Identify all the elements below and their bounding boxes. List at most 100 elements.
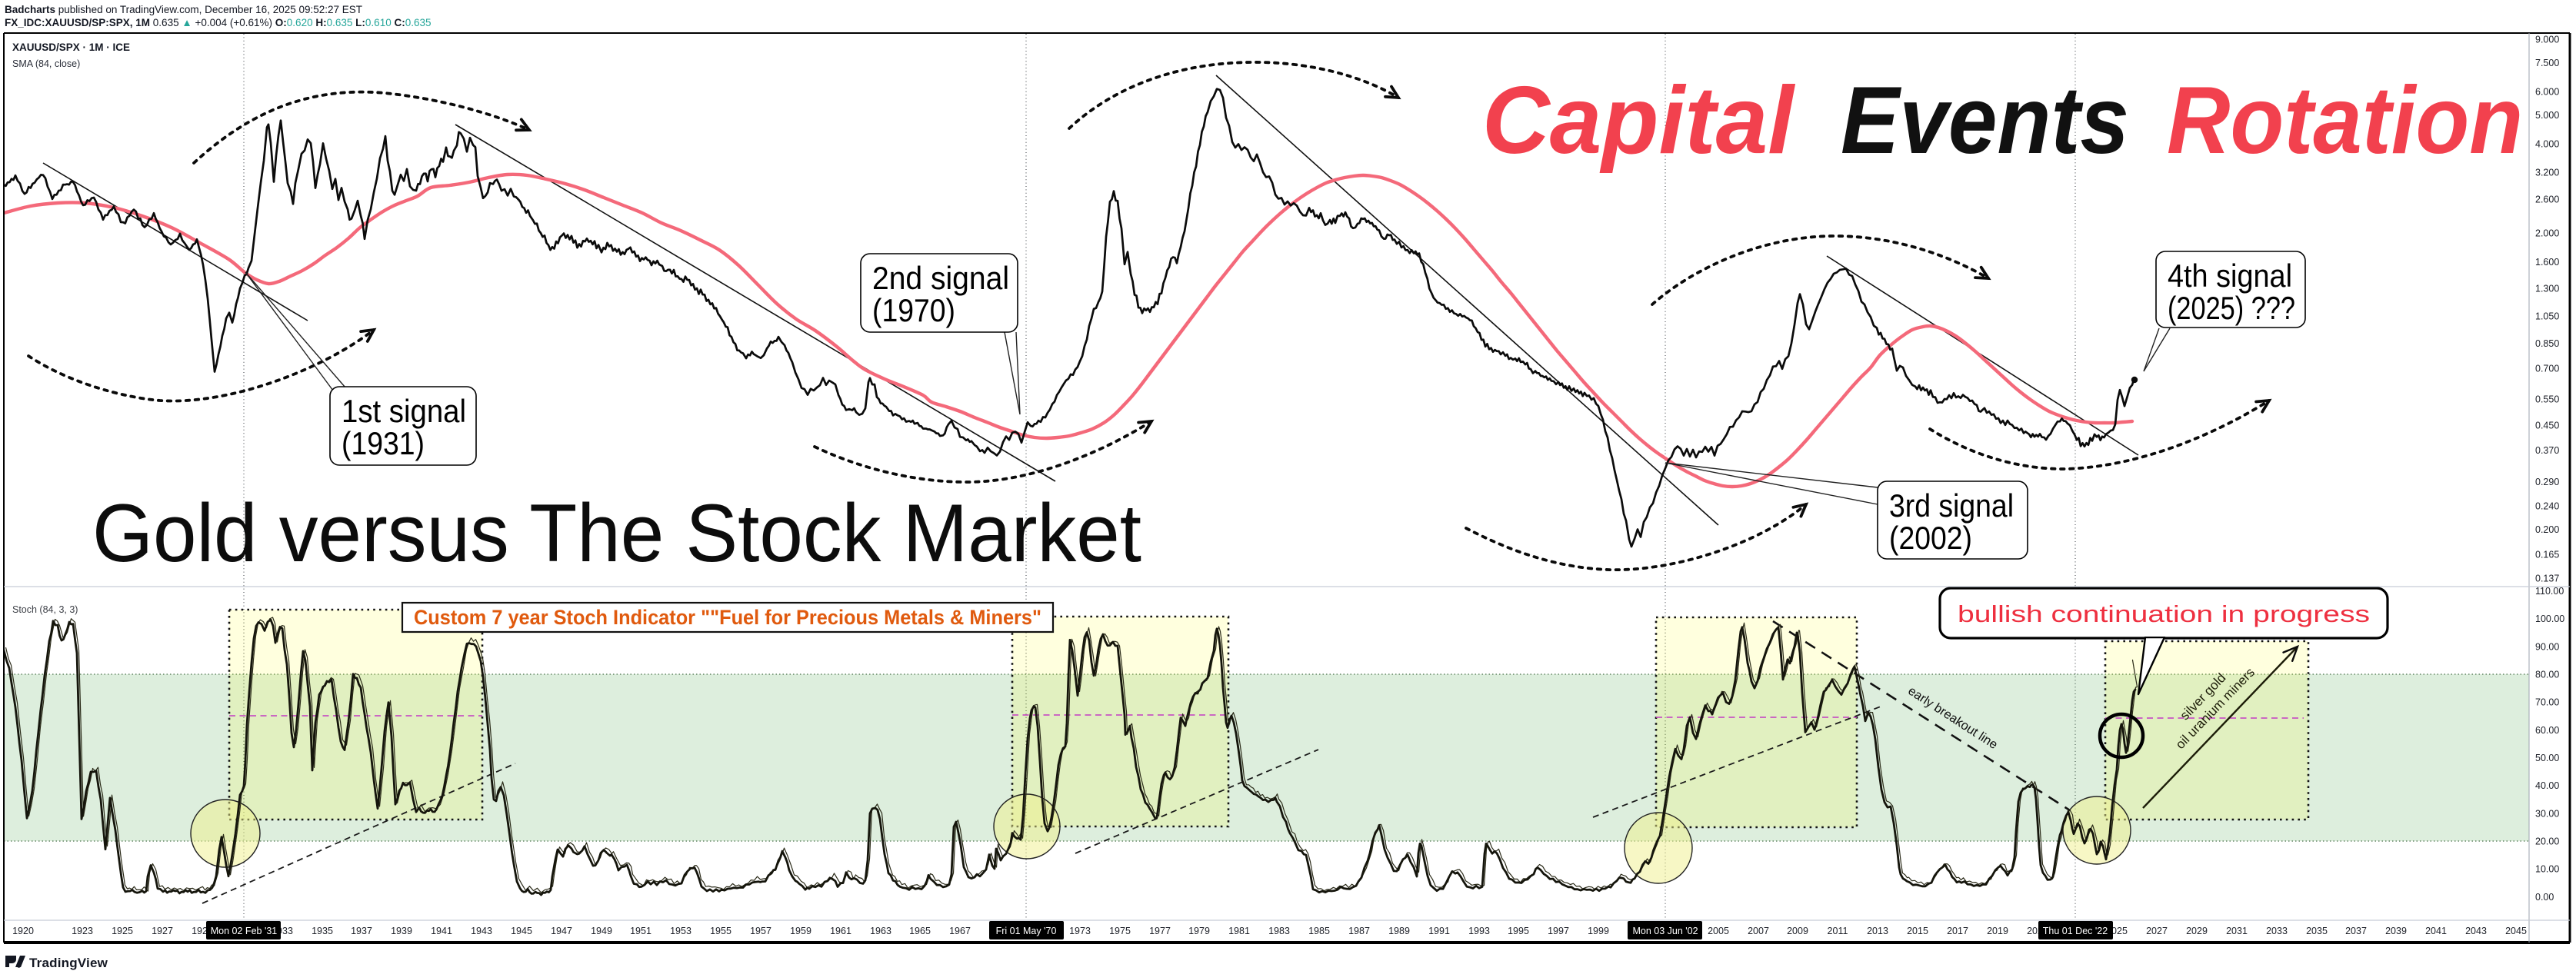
svg-text:0.700: 0.700: [2535, 363, 2559, 374]
svg-text:9.000: 9.000: [2535, 35, 2559, 45]
svg-text:6.000: 6.000: [2535, 86, 2559, 97]
svg-text:2029: 2029: [2186, 926, 2208, 936]
svg-text:2005: 2005: [1708, 926, 1729, 936]
svg-text:1987: 1987: [1348, 926, 1370, 936]
svg-text:50.00: 50.00: [2535, 753, 2559, 763]
svg-text:1951: 1951: [630, 926, 651, 936]
svg-text:SMA (84, close): SMA (84, close): [12, 58, 80, 69]
svg-text:TradingView: TradingView: [29, 956, 108, 970]
svg-text:1953: 1953: [670, 926, 691, 936]
svg-text:1st signal: 1st signal: [342, 393, 466, 429]
svg-text:1977: 1977: [1149, 926, 1171, 936]
svg-text:Fri 01 May '70: Fri 01 May '70: [996, 926, 1057, 936]
svg-text:1.600: 1.600: [2535, 257, 2559, 268]
svg-text:2043: 2043: [2465, 926, 2487, 936]
svg-text:80.00: 80.00: [2535, 670, 2559, 680]
svg-text:1965: 1965: [909, 926, 931, 936]
svg-text:1955: 1955: [710, 926, 731, 936]
svg-text:1973: 1973: [1069, 926, 1091, 936]
svg-text:1937: 1937: [351, 926, 372, 936]
svg-text:2027: 2027: [2146, 926, 2168, 936]
svg-text:4th signal: 4th signal: [2168, 258, 2292, 294]
svg-text:(1931): (1931): [342, 425, 425, 461]
svg-text:1967: 1967: [949, 926, 971, 936]
svg-text:2041: 2041: [2425, 926, 2447, 936]
svg-text:1.050: 1.050: [2535, 311, 2559, 321]
svg-text:0.200: 0.200: [2535, 524, 2559, 535]
svg-text:2017: 2017: [1947, 926, 1968, 936]
svg-text:Events: Events: [1841, 68, 2129, 174]
svg-text:0.450: 0.450: [2535, 420, 2559, 431]
svg-text:1941: 1941: [431, 926, 452, 936]
svg-text:(2002): (2002): [1889, 520, 1972, 556]
svg-text:100.00: 100.00: [2535, 614, 2564, 624]
svg-text:4.000: 4.000: [2535, 138, 2559, 149]
svg-text:1925: 1925: [112, 926, 133, 936]
svg-text:2009: 2009: [1787, 926, 1808, 936]
svg-text:(2025) ???: (2025) ???: [2168, 290, 2295, 326]
svg-text:60.00: 60.00: [2535, 725, 2559, 736]
svg-text:1995: 1995: [1508, 926, 1529, 936]
svg-text:110.00: 110.00: [2535, 586, 2564, 597]
svg-text:5.000: 5.000: [2535, 110, 2559, 121]
svg-text:Mon 03 Jun '02: Mon 03 Jun '02: [1632, 926, 1698, 936]
svg-text:70.00: 70.00: [2535, 697, 2559, 708]
svg-text:1979: 1979: [1188, 926, 1210, 936]
svg-text:2nd signal: 2nd signal: [872, 260, 1009, 296]
svg-text:1989: 1989: [1388, 926, 1410, 936]
svg-text:(1970): (1970): [872, 292, 955, 328]
svg-text:1959: 1959: [790, 926, 811, 936]
svg-text:0.850: 0.850: [2535, 338, 2559, 349]
svg-text:1947: 1947: [551, 926, 572, 936]
svg-text:1975: 1975: [1109, 926, 1131, 936]
svg-text:1927: 1927: [152, 926, 173, 936]
svg-text:2045: 2045: [2505, 926, 2527, 936]
svg-text:0.240: 0.240: [2535, 501, 2559, 512]
svg-text:1961: 1961: [830, 926, 851, 936]
svg-text:1981: 1981: [1228, 926, 1250, 936]
svg-text:Rotation: Rotation: [2167, 68, 2523, 174]
svg-text:Mon 02 Feb '31: Mon 02 Feb '31: [211, 926, 278, 936]
svg-text:1920: 1920: [12, 926, 34, 936]
svg-text:Capital: Capital: [1482, 68, 1795, 174]
svg-text:1957: 1957: [750, 926, 771, 936]
svg-text:0.370: 0.370: [2535, 445, 2559, 456]
svg-text:30.00: 30.00: [2535, 808, 2559, 819]
svg-text:40.00: 40.00: [2535, 780, 2559, 791]
svg-text:1923: 1923: [72, 926, 93, 936]
svg-text:2011: 2011: [1828, 926, 1848, 936]
svg-text:2007: 2007: [1748, 926, 1769, 936]
svg-text:1997: 1997: [1548, 926, 1569, 936]
svg-text:2035: 2035: [2306, 926, 2328, 936]
svg-text:2031: 2031: [2226, 926, 2248, 936]
svg-text:1943: 1943: [471, 926, 492, 936]
svg-text:1939: 1939: [391, 926, 412, 936]
svg-text:0.290: 0.290: [2535, 477, 2559, 487]
svg-text:1983: 1983: [1268, 926, 1290, 936]
svg-text:1935: 1935: [312, 926, 333, 936]
svg-text:1963: 1963: [870, 926, 891, 936]
svg-text:2.600: 2.600: [2535, 195, 2559, 205]
svg-text:bullish continuation in progre: bullish continuation in progress: [1958, 600, 2370, 627]
svg-text:3rd signal: 3rd signal: [1889, 487, 2014, 524]
svg-text:0.550: 0.550: [2535, 394, 2559, 405]
svg-text:Thu 01 Dec '22: Thu 01 Dec '22: [2043, 926, 2108, 936]
svg-text:2037: 2037: [2345, 926, 2367, 936]
svg-text:FX_IDC:XAUUSD/SP:SPX, 1M 0.635: FX_IDC:XAUUSD/SP:SPX, 1M 0.635 ▲ +0.004 …: [5, 17, 432, 28]
svg-text:10.00: 10.00: [2535, 864, 2559, 875]
svg-text:0.137: 0.137: [2535, 574, 2559, 584]
svg-text:Gold versus The Stock Market: Gold versus The Stock Market: [92, 487, 1141, 579]
svg-text:1985: 1985: [1308, 926, 1330, 936]
svg-text:Custom 7 year Stoch Indicator: Custom 7 year Stoch Indicator ""Fuel for…: [414, 606, 1041, 629]
svg-text:2015: 2015: [1907, 926, 1928, 936]
svg-text:1945: 1945: [511, 926, 532, 936]
svg-text:0.165: 0.165: [2535, 549, 2559, 560]
svg-text:Badcharts published on Trading: Badcharts published on TradingView.com, …: [5, 4, 362, 15]
svg-text:2019: 2019: [1987, 926, 2008, 936]
svg-text:2.000: 2.000: [2535, 228, 2559, 238]
svg-text:2013: 2013: [1867, 926, 1888, 936]
svg-text:1.300: 1.300: [2535, 284, 2559, 294]
svg-text:1993: 1993: [1468, 926, 1490, 936]
svg-text:90.00: 90.00: [2535, 641, 2559, 652]
svg-text:Stoch (84, 3, 3): Stoch (84, 3, 3): [12, 604, 78, 615]
